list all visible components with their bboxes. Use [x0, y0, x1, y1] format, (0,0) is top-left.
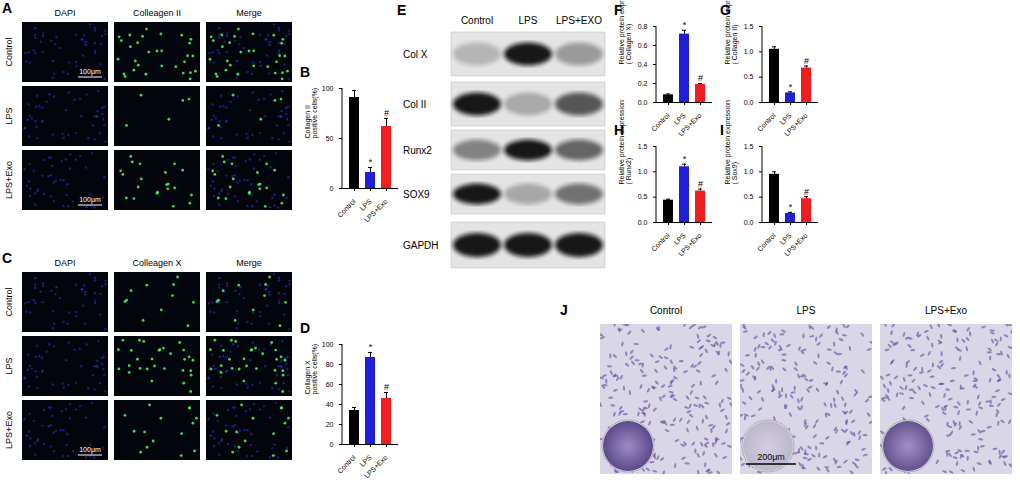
svg-text:0.0: 0.0 [638, 99, 648, 106]
svg-text:0.0: 0.0 [744, 99, 754, 106]
svg-text:LPS+Exo: LPS+Exo [783, 112, 809, 138]
svg-text:50: 50 [326, 135, 334, 142]
svg-text:0: 0 [330, 441, 334, 448]
svg-text:#: # [698, 73, 703, 83]
svg-text:100μm: 100μm [79, 196, 101, 204]
svg-text:*: * [369, 342, 373, 352]
svg-text:0.0: 0.0 [638, 219, 648, 226]
svg-text:DAPI: DAPI [54, 8, 75, 18]
svg-text:0.5: 0.5 [638, 193, 648, 200]
svg-text:*: * [789, 82, 793, 92]
svg-text:*: * [683, 154, 687, 164]
svg-text:100: 100 [322, 341, 334, 348]
svg-text:Col II: Col II [403, 99, 426, 110]
svg-text:1.0: 1.0 [638, 168, 648, 175]
svg-text:Control: Control [4, 37, 14, 66]
svg-text:#: # [804, 56, 809, 66]
svg-text:100: 100 [322, 85, 334, 92]
svg-text:0.8: 0.8 [638, 23, 648, 30]
svg-text:Collagen IIpositive cells(%): Collagen IIpositive cells(%) [304, 88, 319, 139]
svg-text:0.4: 0.4 [638, 61, 648, 68]
svg-text:#: # [384, 108, 389, 118]
svg-text:LPS+Exo: LPS+Exo [363, 198, 389, 224]
svg-text:1.5: 1.5 [744, 143, 754, 150]
svg-text:LPS: LPS [519, 15, 538, 26]
svg-text:Col X: Col X [403, 49, 428, 60]
svg-text:Colleagen X: Colleagen X [132, 258, 181, 268]
svg-text:Colleagen II: Colleagen II [133, 8, 181, 18]
svg-text:LPS+Exo: LPS+Exo [4, 161, 14, 199]
svg-text:DAPI: DAPI [54, 258, 75, 268]
svg-text:Merge: Merge [236, 258, 262, 268]
svg-text:Runx2: Runx2 [403, 145, 432, 156]
svg-text:GAPDH: GAPDH [403, 240, 439, 251]
svg-text:Control: Control [756, 111, 777, 132]
svg-text:60: 60 [326, 381, 334, 388]
svg-text:Control: Control [650, 305, 682, 316]
svg-text:200μm: 200μm [757, 452, 785, 462]
svg-text:LPS+Exo: LPS+Exo [677, 112, 703, 138]
svg-text:LPS+Exo: LPS+Exo [4, 411, 14, 449]
svg-text:LPS: LPS [4, 107, 14, 124]
svg-text:0.5: 0.5 [744, 73, 754, 80]
svg-text:LPS+Exo: LPS+Exo [363, 454, 389, 480]
svg-text:*: * [369, 157, 373, 167]
svg-text:Relative protein expression( S: Relative protein expression( Sox9) [724, 100, 739, 185]
svg-text:20: 20 [326, 421, 334, 428]
svg-text:0: 0 [330, 185, 334, 192]
svg-text:1.0: 1.0 [744, 48, 754, 55]
svg-text:0.5: 0.5 [744, 193, 754, 200]
svg-text:100μm: 100μm [79, 446, 101, 454]
svg-text:0.2: 0.2 [638, 80, 648, 87]
svg-text:LPS: LPS [4, 357, 14, 374]
svg-text:#: # [698, 179, 703, 189]
svg-text:LPS+Exo: LPS+Exo [677, 232, 703, 258]
svg-text:1.5: 1.5 [744, 23, 754, 30]
svg-text:Control: Control [650, 111, 671, 132]
svg-text:Merge: Merge [236, 8, 262, 18]
svg-text:0.0: 0.0 [744, 219, 754, 226]
svg-text:*: * [789, 202, 793, 212]
svg-text:40: 40 [326, 401, 334, 408]
svg-text:100μm: 100μm [79, 68, 101, 76]
svg-text:Control: Control [650, 231, 671, 252]
svg-text:Control: Control [756, 231, 777, 252]
svg-text:LPS+Exo: LPS+Exo [925, 305, 967, 316]
svg-text:Relative protein expression( R: Relative protein expression( Runx2) [618, 100, 633, 185]
svg-text:Control: Control [461, 15, 493, 26]
svg-text:LPS: LPS [797, 305, 816, 316]
svg-text:0.6: 0.6 [638, 42, 648, 49]
svg-text:Collagen Xpositive cells(%): Collagen Xpositive cells(%) [304, 344, 319, 395]
svg-text:LPS+Exo: LPS+Exo [783, 232, 809, 258]
svg-text:LPS+EXO: LPS+EXO [556, 15, 602, 26]
svg-text:#: # [384, 382, 389, 392]
svg-text:*: * [683, 20, 687, 30]
svg-text:SOX9: SOX9 [403, 189, 430, 200]
svg-text:1.0: 1.0 [744, 168, 754, 175]
svg-text:Control: Control [4, 287, 14, 316]
svg-text:1.5: 1.5 [638, 143, 648, 150]
svg-text:#: # [804, 187, 809, 197]
svg-text:Control: Control [336, 197, 357, 218]
svg-text:Control: Control [336, 453, 357, 474]
svg-text:80: 80 [326, 361, 334, 368]
